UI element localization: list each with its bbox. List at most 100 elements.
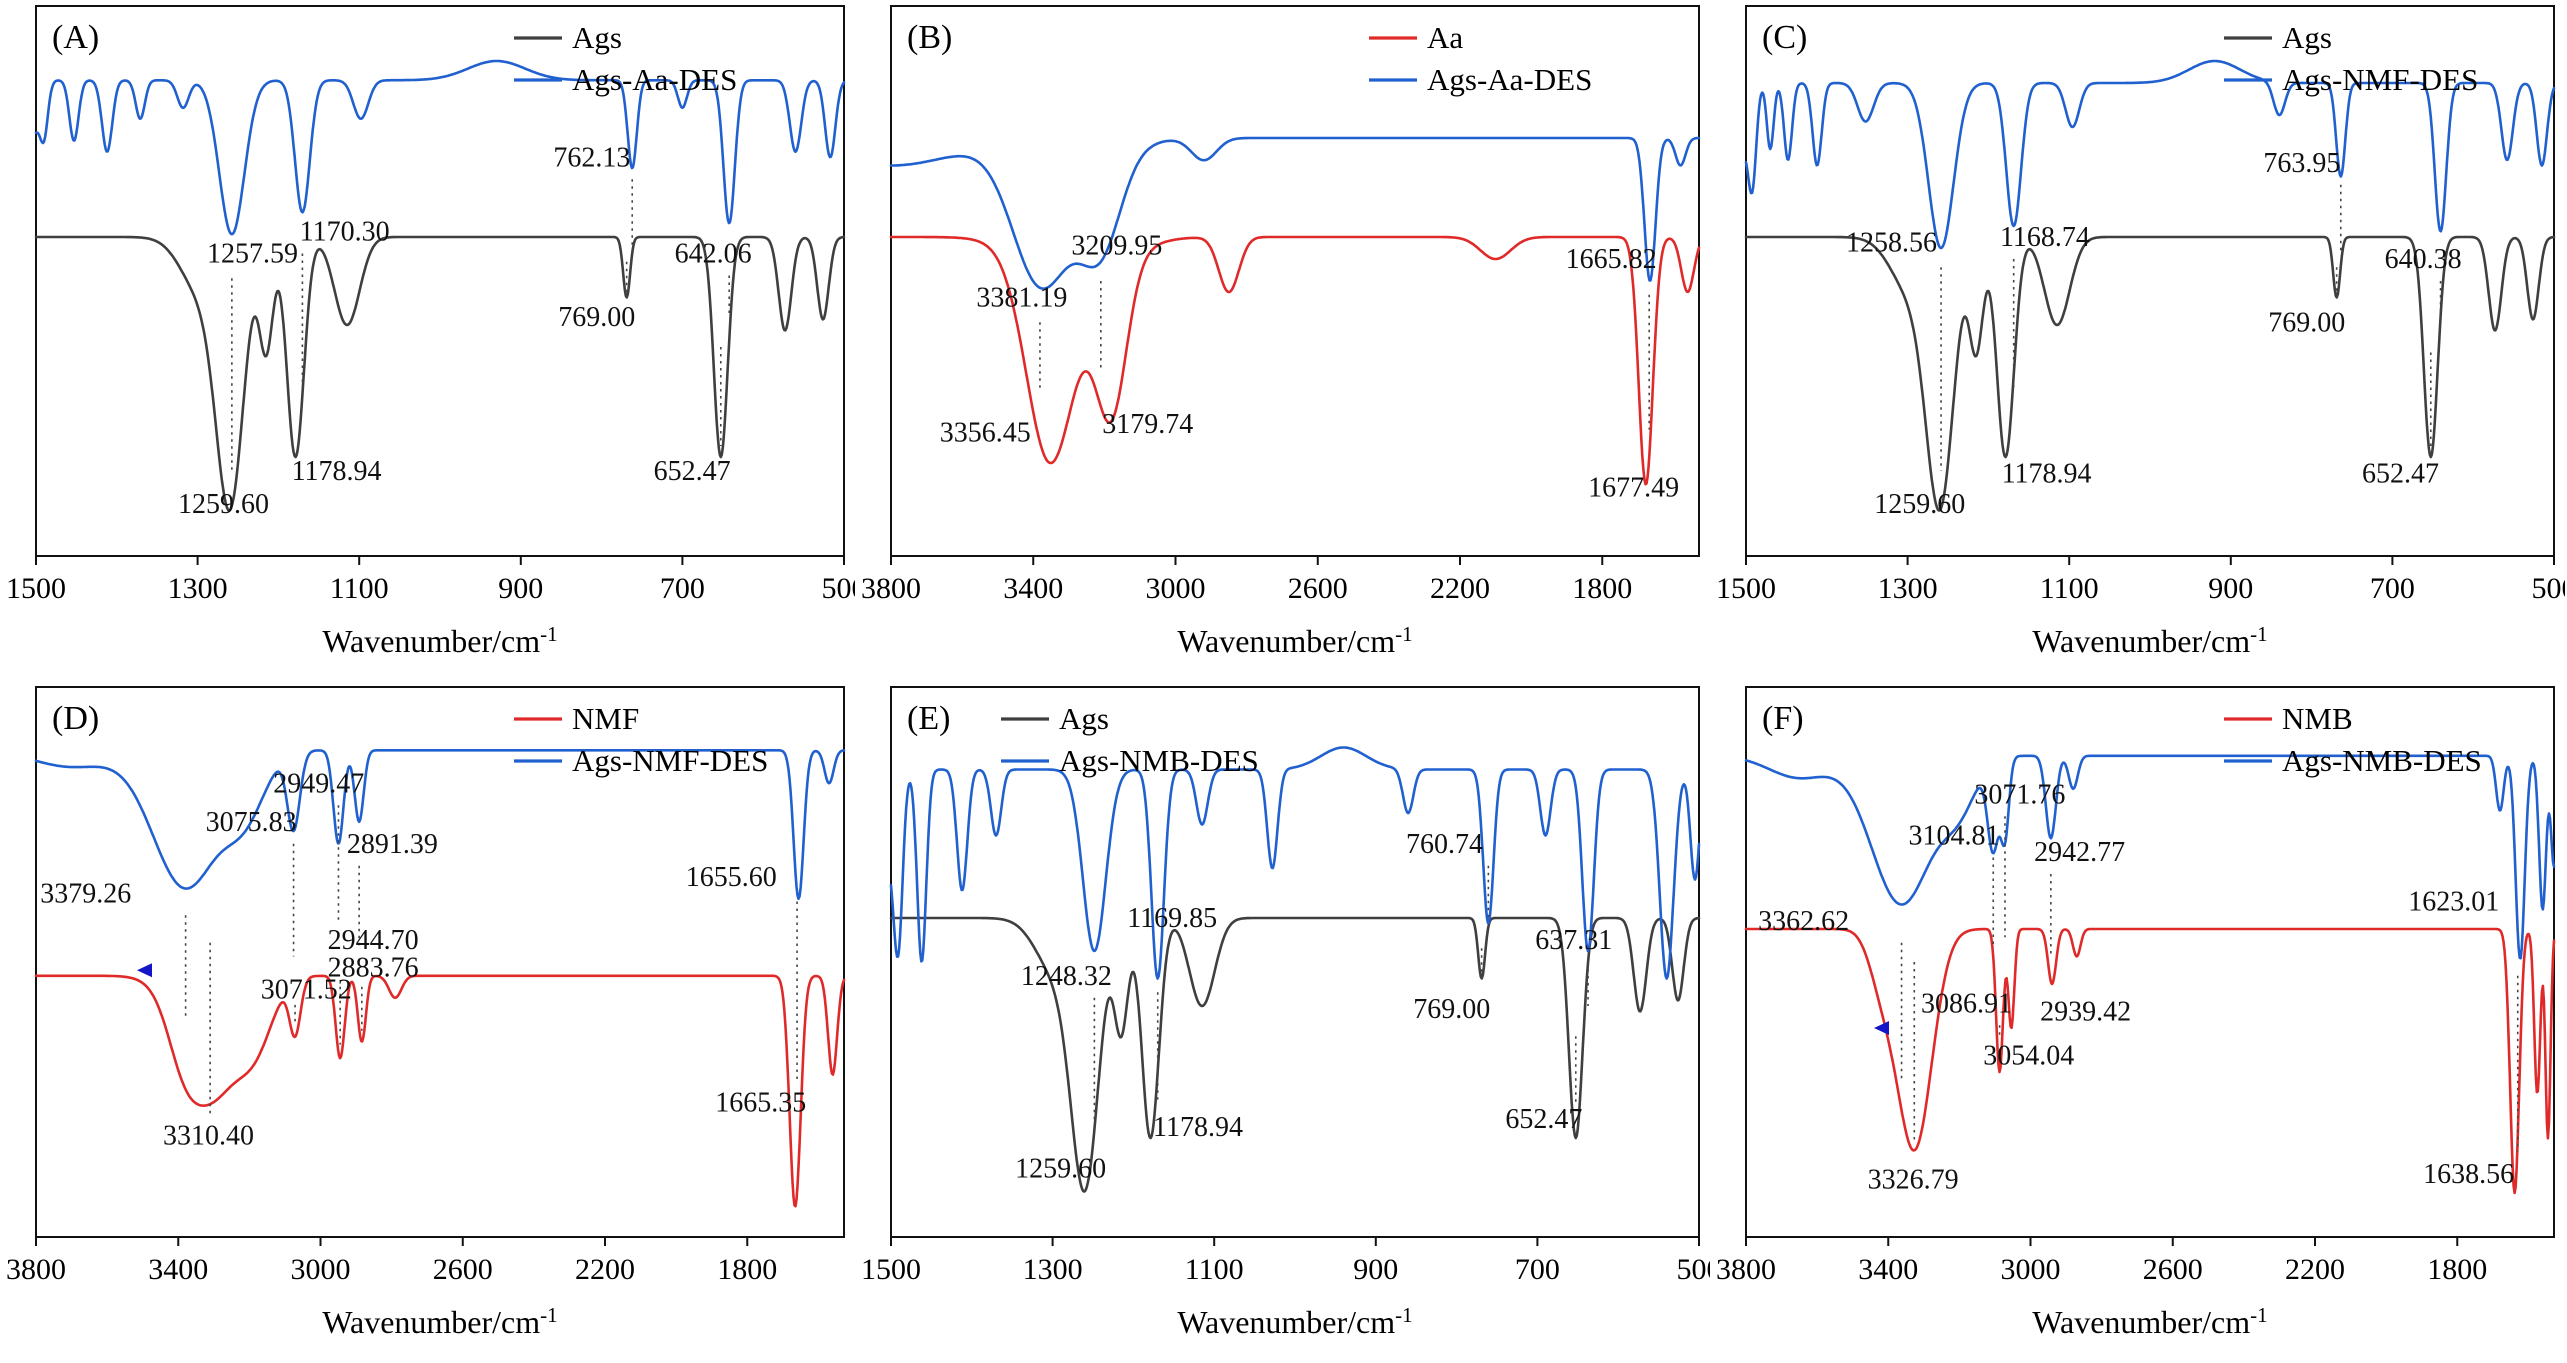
peak-label: 1178.94 (2002, 459, 2092, 490)
peak-label: 3054.04 (1983, 1041, 2074, 1072)
panel-f-chart: 3800 3400 3000 2600 2200 1800 Wavenumber/cm-1 (… (1716, 686, 2556, 1340)
panel-f: 3800 3400 3000 2600 2200 1800 Wavenumber/cm-1 (… (1710, 681, 2565, 1362)
x-tick-label: 3400 (1858, 1253, 1918, 1286)
spectrum-curve-NMB (1744, 927, 2556, 1195)
spectrum-curve-Ags (889, 916, 1701, 1193)
x-tick-label: 3800 (861, 572, 921, 605)
legend-label: Ags-NMF-DES (572, 743, 768, 778)
x-tick-label: 1100 (2040, 572, 2099, 605)
peak-label: 1170.30 (300, 217, 390, 248)
legend-label: Ags-NMF-DES (2282, 62, 2478, 97)
x-tick-label: 1100 (1185, 1253, 1244, 1286)
legend-label: Aa (1427, 20, 1463, 55)
panel-label: (B) (907, 19, 952, 56)
x-tick-label: 700 (660, 572, 705, 605)
panel-a-chart: 1500 1300 1100 900 700 500 Wavenumber/cm-1 (A) A… (6, 5, 856, 659)
x-axis-title: Wavenumber/cm-1 (1177, 622, 1412, 659)
spectrum-curve-Aa (889, 235, 1701, 486)
peak-label: 1665.35 (715, 1087, 806, 1118)
panel-label: (E) (907, 700, 950, 737)
peak-label: 3086.91 (1921, 988, 2012, 1019)
x-tick-label: 1500 (1716, 572, 1776, 605)
x-tick-label: 3400 (1003, 572, 1063, 605)
spectrum-curve-Ags-NMB-DES (889, 746, 1701, 980)
peak-label: 637.31 (1535, 925, 1612, 956)
spectrum-curve-Ags-NMF-DES (34, 749, 846, 900)
peak-label: 1248.32 (1021, 961, 1112, 992)
x-tick-label: 2600 (2143, 1253, 2203, 1286)
peak-label: 652.47 (2362, 459, 2439, 490)
peak-label: 3310.40 (163, 1120, 254, 1151)
peak-label: 3379.26 (40, 878, 131, 909)
peak-label: 3356.45 (940, 417, 1031, 448)
legend-label: Ags-Aa-DES (1427, 62, 1592, 97)
x-tick-label: 2200 (1430, 572, 1490, 605)
x-axis-title: Wavenumber/cm-1 (1177, 1303, 1412, 1340)
x-tick-label: 900 (1353, 1253, 1398, 1286)
spectrum-curve-Ags (1744, 235, 2556, 512)
x-tick-label: 1100 (330, 572, 389, 605)
panel-c-chart: 1500 1300 1100 900 700 500 Wavenumber/cm-1 (C) A… (1716, 5, 2566, 659)
x-tick-label: 1300 (168, 572, 228, 605)
x-tick-label: 900 (498, 572, 543, 605)
x-axis-title: Wavenumber/cm-1 (2032, 1303, 2267, 1340)
x-tick-label: 2600 (1288, 572, 1348, 605)
peak-label: 3075.83 (206, 807, 297, 838)
panel-label: (D) (52, 700, 99, 737)
peak-label: 1677.49 (1588, 472, 1679, 503)
spectrum-curve-Ags-NMB-DES (1744, 754, 2556, 960)
x-axis-title: Wavenumber/cm-1 (322, 622, 557, 659)
legend-label: Ags-NMB-DES (1059, 743, 1259, 778)
panel-b: 3800 3400 3000 2600 2200 1800 Wavenumber/cm-1 (… (855, 0, 1710, 681)
spectrum-curve-NMF (34, 974, 846, 1208)
legend-label: NMF (572, 701, 639, 736)
peak-label: 3071.76 (1974, 779, 2065, 810)
x-tick-label: 1300 (1023, 1253, 1083, 1286)
peak-label: 1655.60 (686, 862, 777, 893)
peak-label: 3362.62 (1758, 906, 1849, 937)
panel-e: 1500 1300 1100 900 700 500 Wavenumber/cm-1 (E) A… (855, 681, 1710, 1362)
peak-label: 1169.85 (1127, 903, 1217, 934)
x-tick-label: 500 (822, 572, 856, 605)
legend-label: Ags (1059, 701, 1109, 736)
peak-label: 2891.39 (347, 829, 438, 860)
x-tick-label: 1800 (1572, 572, 1632, 605)
x-tick-label: 700 (2370, 572, 2415, 605)
peak-label: 3071.52 (261, 975, 352, 1006)
x-tick-label: 900 (2208, 572, 2253, 605)
peak-label: 1259.60 (1015, 1153, 1106, 1184)
peak-label: 762.13 (553, 142, 630, 173)
x-tick-label: 500 (2532, 572, 2566, 605)
plot-frame (35, 686, 845, 1238)
shift-arrow-left-icon (137, 963, 152, 978)
x-tick-label: 1800 (2427, 1253, 2487, 1286)
panel-a: 1500 1300 1100 900 700 500 Wavenumber/cm-1 (A) A… (0, 0, 855, 681)
x-axis-title: Wavenumber/cm-1 (2032, 622, 2267, 659)
peak-label: 1259.60 (1874, 489, 1965, 520)
x-tick-label: 3000 (291, 1253, 351, 1286)
x-tick-label: 2200 (2285, 1253, 2345, 1286)
x-tick-label: 500 (1677, 1253, 1711, 1286)
shift-arrow-left-icon (1874, 1021, 1890, 1035)
peak-label: 1168.74 (2000, 222, 2090, 253)
panel-label: (C) (1762, 19, 1807, 56)
spectrum-curve-Ags (34, 235, 846, 512)
peak-label: 1638.56 (2423, 1159, 2514, 1190)
panel-d: 3800 3400 3000 2600 2200 1800 Wavenumber/cm-1 (… (0, 681, 855, 1362)
x-axis-title: Wavenumber/cm-1 (322, 1303, 557, 1340)
peak-label: 1178.94 (292, 456, 382, 487)
peak-label: 3381.19 (976, 283, 1067, 314)
legend-label: Ags (572, 20, 622, 55)
x-tick-label: 3800 (1716, 1253, 1776, 1286)
peak-label: 3326.79 (1868, 1164, 1959, 1195)
spectrum-curve-Ags-NMF-DES (1744, 59, 2556, 250)
peak-label: 2944.70 (328, 925, 419, 956)
peak-label: 2939.42 (2040, 997, 2131, 1028)
plot-frame (890, 5, 1700, 557)
peak-label: 3209.95 (1071, 230, 1162, 261)
peak-label: 769.00 (1413, 994, 1490, 1025)
plot-frame (35, 5, 845, 557)
peak-label: 640.38 (2385, 244, 2462, 275)
panel-e-chart: 1500 1300 1100 900 700 500 Wavenumber/cm-1 (E) A… (861, 686, 1711, 1340)
